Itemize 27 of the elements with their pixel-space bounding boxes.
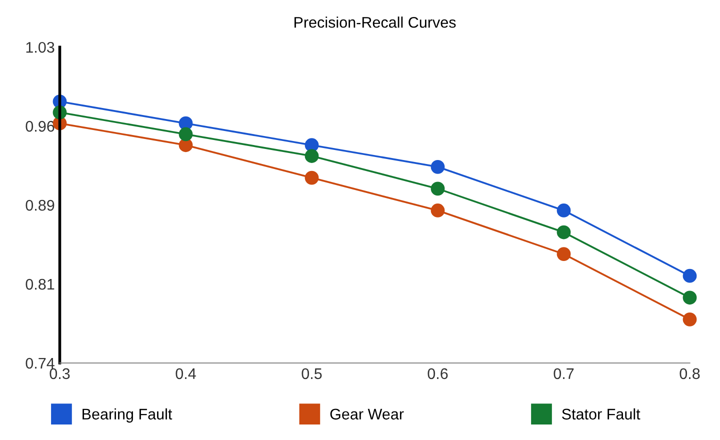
x-tick-label: 0.4 [176,368,196,380]
y-tick-label: 0.74 [26,358,54,369]
point [556,204,571,218]
point [682,290,697,305]
x-tick-label: 0.6 [428,368,448,380]
point [682,268,697,283]
point [430,182,445,196]
y-tick-label: 0.89 [26,200,54,211]
point [178,127,193,142]
point [556,225,571,240]
point [682,312,697,326]
chart-title: Precision-Recall Curves [294,16,456,28]
point [430,204,445,218]
x-tick-label: 0.3 [50,368,70,380]
x-tick-label: 0.7 [554,368,574,380]
point [304,149,319,163]
y-tick-label: 0.81 [26,278,54,290]
y-tick-label: 0.96 [26,120,54,132]
point [556,247,571,262]
point [304,170,319,185]
legend-label: Bearing Fault [82,408,172,423]
legend-label: Gear Wear [330,408,404,420]
x-tick-label: 0.5 [302,368,322,380]
point [430,160,445,174]
legend-label: Stator Fault [562,408,640,420]
x-tick-label: 0.8 [680,368,700,380]
y-tick-label: 1.03 [26,42,54,53]
